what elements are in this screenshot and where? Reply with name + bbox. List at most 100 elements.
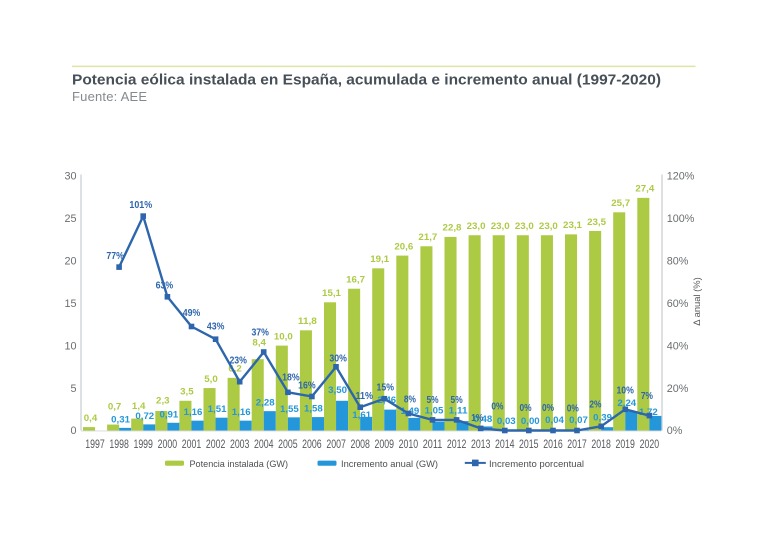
- svg-text:0%: 0%: [567, 404, 579, 415]
- svg-text:2%: 2%: [589, 400, 601, 411]
- svg-text:23%: 23%: [229, 355, 247, 366]
- svg-text:20,6: 20,6: [394, 241, 413, 252]
- svg-text:2020: 2020: [640, 439, 660, 451]
- svg-text:77%: 77%: [106, 251, 124, 262]
- svg-text:23,0: 23,0: [539, 221, 558, 232]
- svg-text:19,1: 19,1: [370, 254, 390, 265]
- svg-text:Incremento porcentual: Incremento porcentual: [489, 459, 584, 470]
- svg-text:2,3: 2,3: [156, 395, 170, 406]
- svg-text:11,8: 11,8: [298, 316, 317, 327]
- svg-text:1999: 1999: [133, 439, 153, 451]
- svg-text:2008: 2008: [350, 439, 370, 451]
- svg-text:25: 25: [64, 213, 76, 225]
- svg-text:2007: 2007: [326, 439, 346, 451]
- svg-text:23,0: 23,0: [467, 221, 486, 232]
- svg-text:0,48: 0,48: [474, 414, 493, 425]
- svg-text:16,7: 16,7: [346, 275, 365, 286]
- svg-text:2,28: 2,28: [256, 398, 275, 409]
- svg-text:2014: 2014: [495, 439, 515, 451]
- svg-text:120%: 120%: [667, 171, 695, 183]
- svg-text:15,1: 15,1: [322, 288, 342, 299]
- svg-text:5%: 5%: [451, 395, 463, 406]
- svg-text:0,91: 0,91: [160, 409, 180, 420]
- svg-text:30%: 30%: [329, 354, 347, 365]
- svg-text:1%: 1%: [471, 413, 483, 424]
- svg-text:23,1: 23,1: [563, 220, 583, 231]
- svg-text:8%: 8%: [404, 394, 416, 405]
- svg-text:2019: 2019: [615, 439, 635, 451]
- svg-text:1,4: 1,4: [132, 401, 146, 412]
- svg-text:2,24: 2,24: [617, 398, 637, 409]
- svg-text:43%: 43%: [207, 322, 225, 333]
- svg-text:0,4: 0,4: [84, 413, 98, 424]
- svg-text:0,7: 0,7: [108, 401, 122, 412]
- svg-text:3,5: 3,5: [180, 387, 194, 398]
- svg-text:23,5: 23,5: [587, 217, 607, 228]
- svg-text:Potencia instalada (GW): Potencia instalada (GW): [190, 459, 289, 470]
- svg-text:11%: 11%: [355, 391, 373, 402]
- svg-text:0%: 0%: [519, 403, 531, 414]
- svg-text:0%: 0%: [542, 403, 554, 414]
- svg-text:2001: 2001: [182, 439, 202, 451]
- svg-text:0%: 0%: [667, 425, 683, 437]
- svg-text:23,0: 23,0: [491, 221, 510, 232]
- svg-text:0,72: 0,72: [135, 411, 154, 422]
- svg-text:2009: 2009: [375, 439, 395, 451]
- svg-text:0,00: 0,00: [521, 416, 540, 427]
- svg-text:40%: 40%: [667, 340, 689, 352]
- svg-text:2006: 2006: [302, 439, 322, 451]
- svg-text:37%: 37%: [251, 328, 269, 339]
- svg-text:60%: 60%: [667, 298, 689, 310]
- svg-text:0,31: 0,31: [111, 414, 131, 425]
- svg-text:2002: 2002: [206, 439, 226, 451]
- svg-text:2011: 2011: [423, 439, 443, 451]
- svg-text:1,72: 1,72: [639, 407, 658, 418]
- svg-text:6,2: 6,2: [228, 364, 242, 375]
- svg-text:2017: 2017: [567, 439, 587, 451]
- svg-text:27,4: 27,4: [635, 184, 655, 195]
- svg-text:Fuente: AEE: Fuente: AEE: [72, 89, 147, 104]
- svg-text:1,51: 1,51: [208, 404, 228, 415]
- svg-text:Potencia eólica instalada en E: Potencia eólica instalada en España, acu…: [72, 73, 661, 89]
- svg-text:22,8: 22,8: [443, 223, 462, 234]
- svg-text:8,4: 8,4: [252, 337, 266, 348]
- svg-text:23,0: 23,0: [515, 221, 534, 232]
- svg-text:0,04: 0,04: [545, 415, 565, 426]
- svg-text:49%: 49%: [183, 308, 201, 319]
- svg-text:30: 30: [64, 171, 76, 183]
- svg-text:15: 15: [64, 298, 76, 310]
- svg-text:25,7: 25,7: [611, 198, 630, 209]
- svg-text:1,11: 1,11: [449, 406, 469, 417]
- svg-text:100%: 100%: [667, 213, 695, 225]
- svg-text:18%: 18%: [282, 373, 300, 384]
- svg-text:15%: 15%: [377, 383, 395, 394]
- svg-text:2010: 2010: [399, 439, 419, 451]
- svg-text:2013: 2013: [471, 439, 491, 451]
- svg-text:5%: 5%: [426, 395, 438, 406]
- svg-text:0,07: 0,07: [569, 415, 588, 426]
- svg-text:2012: 2012: [447, 439, 467, 451]
- svg-text:80%: 80%: [667, 255, 689, 267]
- svg-text:2016: 2016: [543, 439, 563, 451]
- svg-text:10,0: 10,0: [274, 331, 293, 342]
- svg-text:20: 20: [64, 255, 76, 267]
- svg-text:3,50: 3,50: [328, 385, 347, 396]
- svg-text:1998: 1998: [109, 439, 129, 451]
- svg-text:2005: 2005: [278, 439, 298, 451]
- svg-text:2018: 2018: [591, 439, 611, 451]
- svg-text:2000: 2000: [158, 439, 178, 451]
- svg-text:2015: 2015: [519, 439, 539, 451]
- svg-text:5,0: 5,0: [204, 374, 218, 385]
- svg-text:1,16: 1,16: [184, 407, 203, 418]
- svg-text:1997: 1997: [85, 439, 105, 451]
- svg-text:21,7: 21,7: [418, 232, 437, 243]
- svg-text:0,39: 0,39: [593, 412, 612, 423]
- svg-text:1,58: 1,58: [304, 404, 323, 415]
- svg-text:10: 10: [64, 340, 76, 352]
- svg-text:2003: 2003: [230, 439, 250, 451]
- svg-text:20%: 20%: [667, 383, 689, 395]
- svg-text:0%: 0%: [491, 402, 503, 413]
- svg-text:10%: 10%: [616, 385, 634, 396]
- svg-text:1,05: 1,05: [425, 405, 445, 416]
- svg-text:1,55: 1,55: [280, 404, 300, 415]
